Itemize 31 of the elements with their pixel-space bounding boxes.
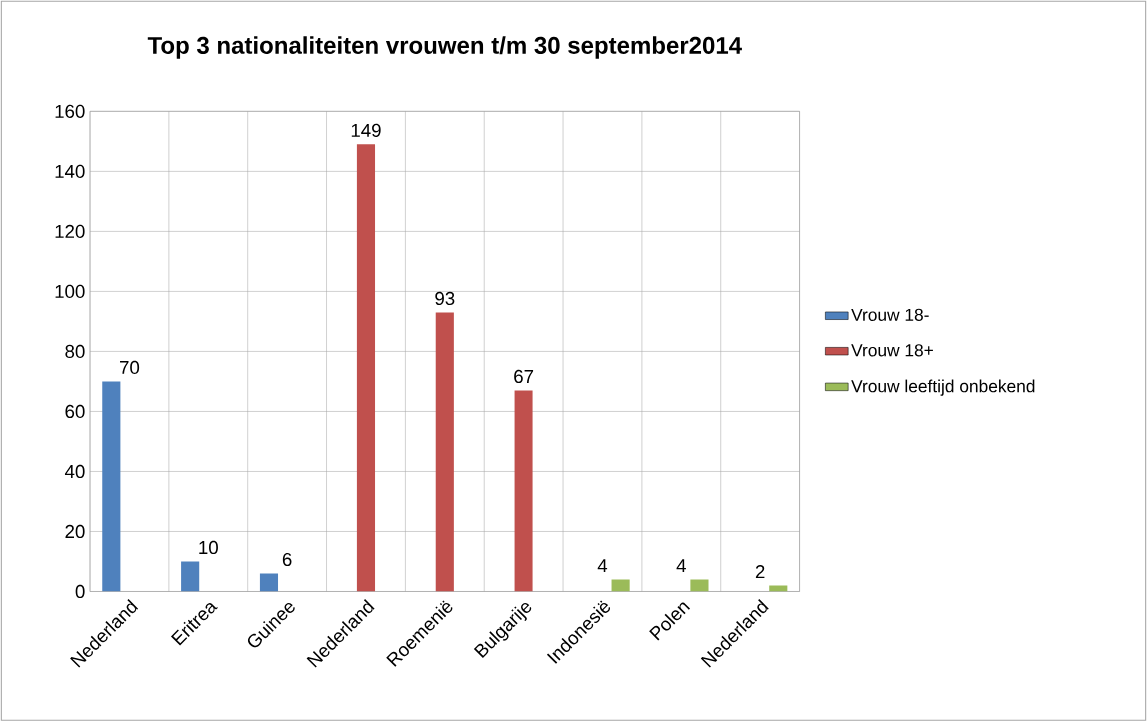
data-label: 70 bbox=[120, 361, 140, 375]
bar bbox=[259, 573, 279, 592]
bar bbox=[102, 381, 121, 592]
y-tick-label: 40 bbox=[64, 465, 85, 479]
data-label: 4 bbox=[676, 559, 686, 573]
bar bbox=[435, 312, 454, 592]
bar bbox=[769, 585, 788, 592]
data-label: 67 bbox=[514, 370, 534, 384]
data-label: 6 bbox=[282, 553, 292, 567]
legend-label: Vrouw 18+ bbox=[851, 344, 933, 357]
chart-title: Top 3 nationaliteiten vrouwen t/m 30 september2014 bbox=[147, 36, 742, 59]
bar bbox=[356, 144, 376, 592]
bar bbox=[611, 579, 630, 592]
bar bbox=[181, 561, 200, 592]
legend-label: Vrouw 18- bbox=[851, 308, 929, 322]
data-label: 93 bbox=[435, 292, 455, 306]
data-label: 149 bbox=[351, 123, 381, 138]
data-label: 4 bbox=[597, 559, 608, 573]
data-label: 10 bbox=[199, 541, 218, 555]
y-tick-label: 80 bbox=[65, 345, 85, 359]
y-tick-label: 120 bbox=[55, 225, 85, 239]
data-label: 2 bbox=[755, 565, 765, 579]
y-tick-label: 100 bbox=[55, 285, 85, 299]
y-tick-label: 160 bbox=[55, 104, 85, 119]
y-tick-label: 140 bbox=[55, 164, 85, 179]
y-tick-label: 60 bbox=[65, 405, 85, 419]
bar bbox=[690, 579, 709, 592]
y-tick-label: 0 bbox=[75, 585, 85, 599]
y-tick-label: 20 bbox=[65, 525, 85, 539]
legend-label: Vrouw leeftijd onbekend bbox=[851, 379, 1035, 396]
bar bbox=[514, 390, 533, 592]
